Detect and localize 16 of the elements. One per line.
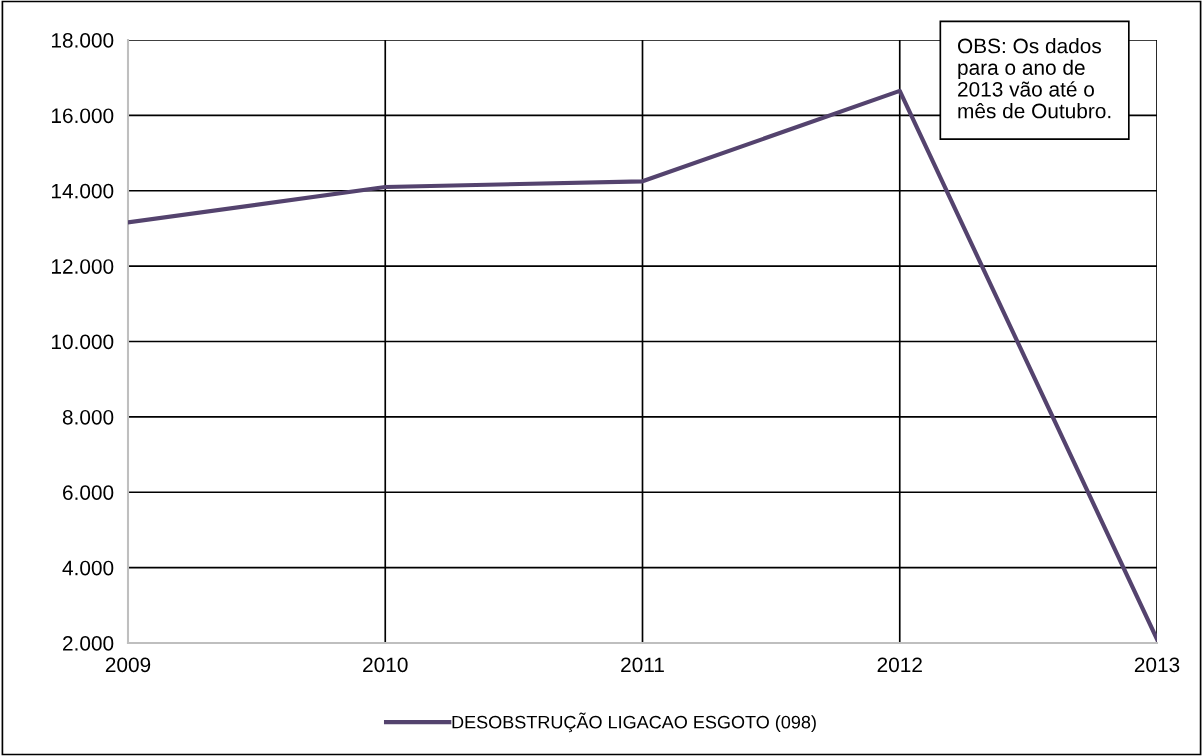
y-tick-label: 14.000	[51, 183, 114, 199]
y-tick-label: 8.000	[62, 409, 114, 425]
y-tick-label: 16.000	[51, 108, 114, 124]
x-tick-label: 2012	[877, 657, 922, 673]
x-tick-label: 2010	[363, 657, 408, 673]
y-tick-label: 4.000	[62, 560, 114, 576]
y-tick-label: 18.000	[51, 33, 114, 48]
x-tick-label: 2009	[105, 657, 151, 673]
y-tick-label: 2.000	[63, 636, 114, 651]
y-tick-label: 6.000	[63, 485, 114, 500]
x-tick-label: 2011	[621, 657, 664, 673]
legend-label: DESOBSTRUÇÃO LIGACAO ESGOTO (098)	[452, 712, 816, 733]
annotation: OBS: Os dados para o ano de 2013 vão até o mês de Outubro.	[957, 38, 1111, 119]
y-tick-label: 10.000	[51, 334, 114, 350]
y-tick-label: 12.000	[51, 259, 114, 274]
x-tick-label: 2013	[1134, 657, 1180, 673]
